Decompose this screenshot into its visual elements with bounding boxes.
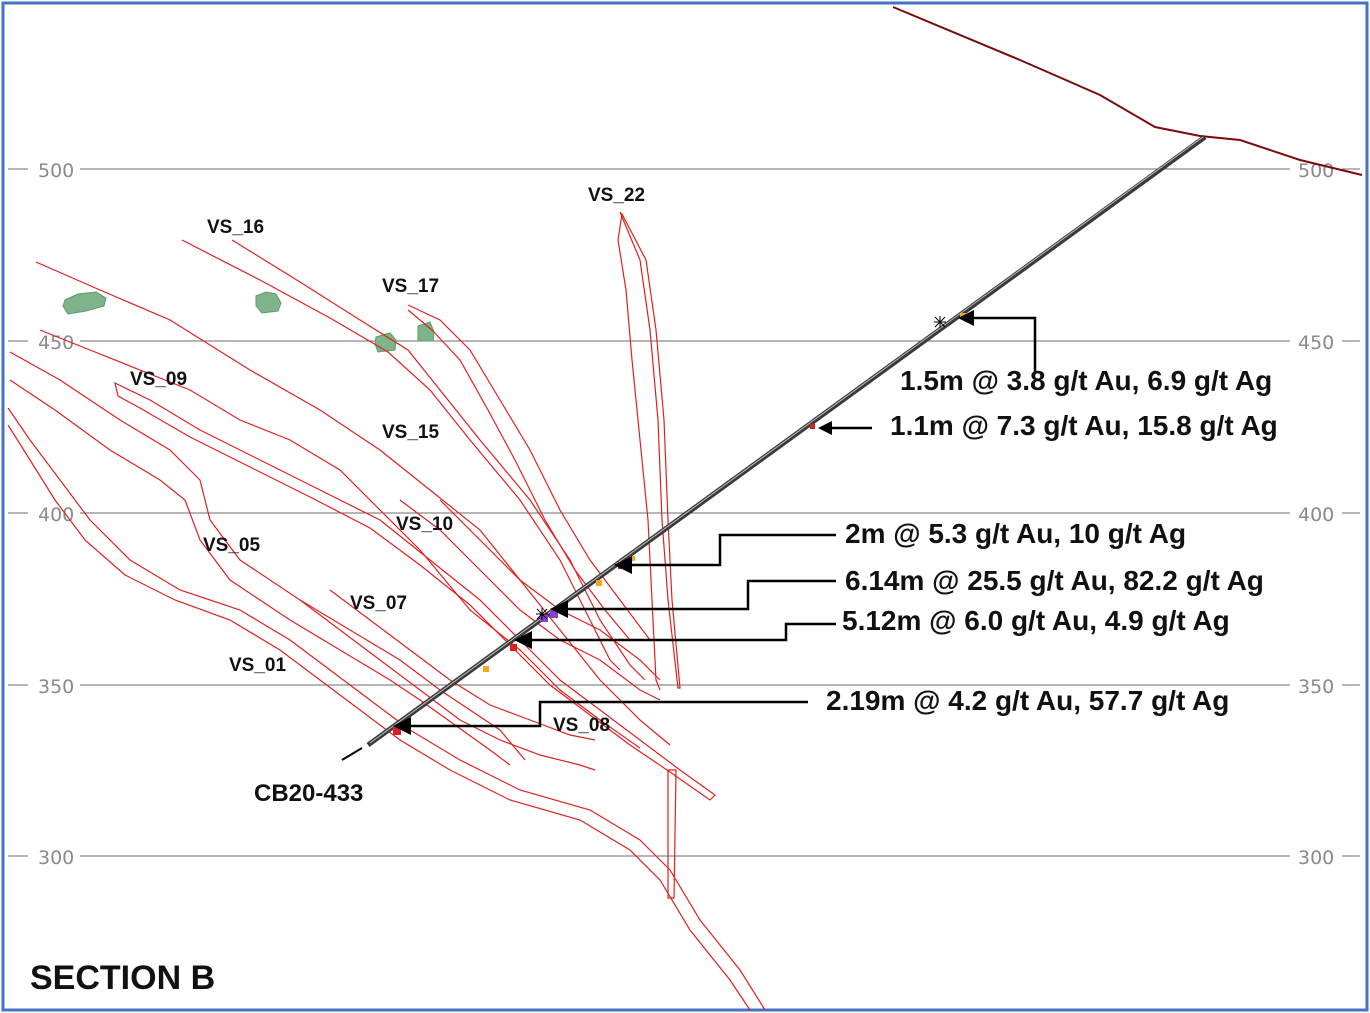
- elev-label-left-500: 500: [38, 160, 74, 182]
- elev-label-right-350: 350: [1298, 676, 1334, 698]
- vein-label-vs15: VS_15: [382, 422, 439, 443]
- sample-marker: [810, 424, 815, 429]
- survey-marker-star: [536, 608, 548, 620]
- vein-label-vs16: VS_16: [207, 217, 264, 238]
- drillhole-collar-tick: [341, 747, 363, 761]
- vein-label-vs09: VS_09: [130, 369, 187, 390]
- elevation-labels-right: 500 450 400 350 300: [1290, 156, 1342, 869]
- drillhole-trace: [341, 134, 1207, 761]
- vein-outline-vs22: [617, 211, 681, 691]
- elev-label-left-450: 450: [38, 332, 74, 354]
- elev-label-right-300: 300: [1298, 847, 1334, 869]
- intercept-label-6: 2.19m @ 4.2 g/t Au, 57.7 g/t Ag: [826, 685, 1229, 716]
- vein-outline-vs17: [407, 304, 651, 641]
- sample-marker: [630, 556, 635, 561]
- arrowhead-6: [393, 717, 411, 735]
- ore-shapes: [62, 291, 435, 353]
- sample-marker: [483, 666, 489, 672]
- elev-label-left-300: 300: [38, 847, 74, 869]
- sample-marker: [540, 614, 548, 622]
- ore-shape-1: [62, 291, 107, 315]
- topography-line: [892, 6, 1363, 176]
- intercept-labels: 1.5m @ 3.8 g/t Au, 6.9 g/t Ag 1.1m @ 7.3…: [826, 365, 1278, 716]
- vein-outline-vs15: [114, 381, 716, 801]
- vein-label-vs17: VS_17: [382, 276, 439, 297]
- drillhole-line: [366, 134, 1207, 748]
- survey-markers: [536, 316, 946, 620]
- section-title: SECTION B: [30, 959, 215, 997]
- intercept-label-2: 1.1m @ 7.3 g/t Au, 15.8 g/t Ag: [890, 410, 1278, 441]
- ore-shape-4: [417, 321, 435, 342]
- drillhole-label: CB20-433: [254, 780, 363, 807]
- arrowhead-5: [514, 631, 532, 649]
- elev-label-left-350: 350: [38, 676, 74, 698]
- vein-outlines: [7, 211, 766, 1011]
- leader-intercept-6: [410, 700, 808, 728]
- survey-marker-star: [934, 316, 946, 328]
- arrowhead-1: [958, 310, 974, 326]
- intercept-label-1: 1.5m @ 3.8 g/t Au, 6.9 g/t Ag: [900, 365, 1272, 396]
- vein-outline-vs05: [9, 351, 526, 766]
- elev-label-right-400: 400: [1298, 504, 1334, 526]
- leader-intercept-3: [632, 533, 836, 567]
- vein-outline-vs07: [299, 589, 596, 771]
- vein-outline-vs09: [35, 261, 671, 749]
- intercept-label-5: 5.12m @ 6.0 g/t Au, 4.9 g/t Ag: [842, 605, 1230, 636]
- vein-label-vs01: VS_01: [229, 655, 286, 676]
- vein-label-vs08: VS_08: [553, 715, 610, 736]
- vein-outline-vs01: [7, 407, 766, 1011]
- sample-marker: [510, 644, 517, 651]
- ore-shape-2: [255, 291, 282, 314]
- leader-intercept-4: [566, 579, 836, 611]
- vein-label-vs22: VS_22: [588, 185, 645, 206]
- leader-intercept-5: [530, 622, 836, 642]
- arrowhead-3: [614, 556, 632, 574]
- vein-label-vs10: VS_10: [396, 514, 453, 535]
- vein-label-vs05: VS_05: [203, 535, 260, 556]
- vein-label-vs07: VS_07: [350, 593, 407, 614]
- sample-marker: [393, 727, 401, 735]
- elev-label-right-450: 450: [1298, 332, 1334, 354]
- leader-intercept-1: [970, 316, 1037, 372]
- intercept-label-3: 2m @ 5.3 g/t Au, 10 g/t Ag: [845, 518, 1186, 549]
- drillhole-highlight: [369, 136, 1204, 744]
- arrowhead-4: [550, 600, 568, 618]
- vein-labels: VS_22 VS_16 VS_17 VS_09 VS_15 VS_10 VS_0…: [130, 185, 645, 736]
- intercept-leaders: [410, 316, 1037, 728]
- elev-label-left-400: 400: [38, 504, 74, 526]
- sample-marker: [550, 610, 558, 618]
- arrowhead-2: [818, 421, 832, 435]
- sample-marker: [596, 580, 602, 586]
- vein-outline-vs22-tail: [667, 769, 677, 899]
- intercept-arrowheads: [393, 310, 974, 735]
- vein-outline-vs16-a: [181, 239, 646, 681]
- elevation-labels-left: 500 450 400 350 300: [28, 156, 80, 869]
- intercept-label-4: 6.14m @ 25.5 g/t Au, 82.2 g/t Ag: [845, 565, 1264, 596]
